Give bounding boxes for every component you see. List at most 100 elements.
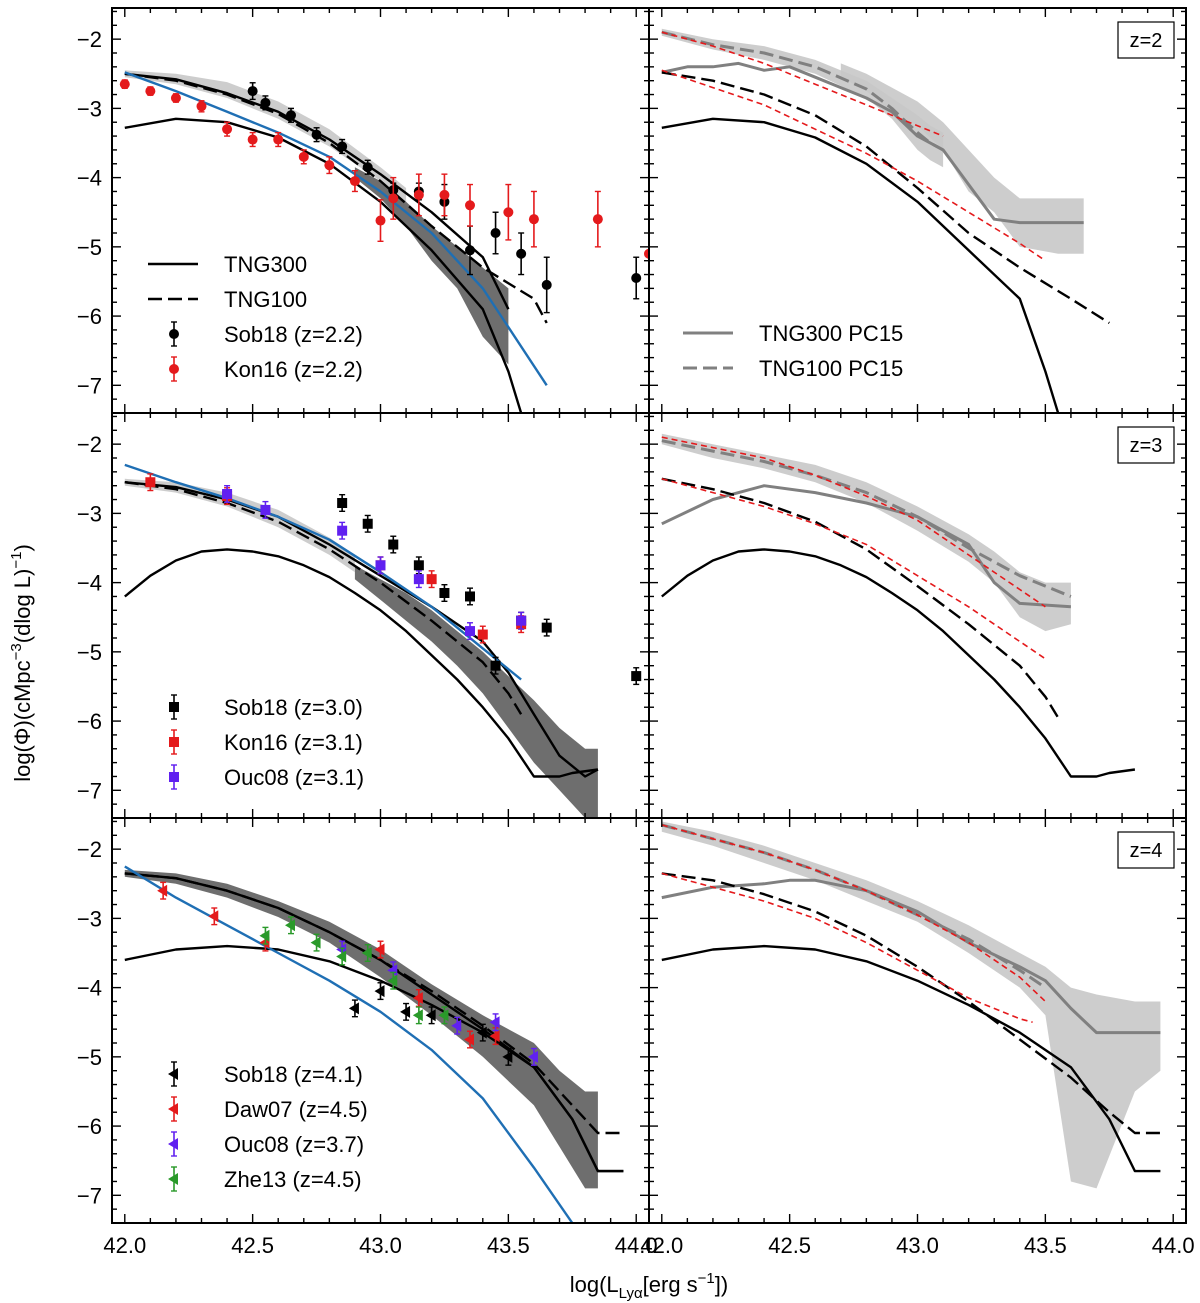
data-point: [412, 1009, 423, 1022]
series-line: [124, 548, 599, 778]
data-point: [476, 1026, 487, 1039]
redshift-label: z=4: [1130, 840, 1163, 862]
x-tick-label: 43.0: [359, 1233, 402, 1258]
legend-label: Zhe13 (z=4.5): [224, 1167, 362, 1192]
data-point: [465, 591, 475, 602]
legend-entry: TNG300: [148, 252, 307, 277]
data-point: [541, 622, 552, 633]
series-line: [661, 484, 1071, 609]
legend-marker: [169, 364, 179, 374]
data-point: [439, 588, 450, 598]
panel-z3-left: −7 −6 −5 −4 −3 −2 Sob18 (z=3.0) Kon16 (z=3.1) Ou…: [77, 412, 650, 819]
x-tick-label: 43.5: [487, 1233, 530, 1258]
y-tick-label: −7: [77, 373, 102, 398]
data-point: [477, 629, 488, 640]
data-point: [527, 1050, 538, 1063]
data-point: [337, 525, 348, 536]
data-point: [489, 1016, 500, 1029]
data-point: [412, 992, 423, 1004]
legend-label: Sob18 (z=2.2): [224, 322, 363, 347]
shaded-band: [124, 869, 598, 1189]
panel-z2-left: −7 −6 −5 −4 −3 −2 TNG300 TNG100 Sob18 (z=2.2) Kon…: [77, 7, 667, 414]
plot-area: [119, 70, 667, 413]
legend-entry: Sob18 (z=4.1): [168, 1061, 363, 1087]
panel-z4-left: −7 −6 −5 −4 −3 −2 42.0 42.5 43.0 43.5 44.0 Sob18 (z…: [77, 817, 658, 1258]
legend-entry: TNG300 PC15: [683, 321, 903, 346]
legend-label: Ouc08 (z=3.1): [224, 765, 364, 790]
shaded-band: [661, 821, 1161, 1189]
data-point: [657, 249, 667, 259]
data-point: [490, 228, 501, 238]
data-point: [400, 1005, 411, 1018]
data-point: [516, 248, 527, 259]
data-point: [336, 950, 347, 963]
data-point: [438, 1009, 449, 1022]
data-point: [439, 189, 450, 200]
shaded-band: [354, 565, 598, 818]
data-point: [311, 129, 322, 140]
y-tick-label: −2: [77, 27, 102, 52]
data-point: [170, 93, 181, 103]
legend-label: TNG100: [224, 287, 307, 312]
legend-entry: TNG100: [148, 287, 307, 312]
x-tick-label: 42.0: [103, 1233, 146, 1258]
y-tick-label: −5: [77, 640, 102, 665]
legend-entry: Kon16 (z=3.1): [169, 729, 363, 755]
legend-marker: [169, 772, 179, 782]
y-tick-label: −6: [77, 1114, 102, 1139]
shaded-band: [354, 167, 509, 365]
series-line: [124, 481, 523, 715]
y-tick-label: −2: [77, 432, 102, 457]
redshift-box: [1117, 831, 1175, 869]
shaded-band: [661, 433, 1071, 632]
data-point: [465, 245, 475, 256]
data-point: [413, 560, 424, 571]
data-point: [388, 539, 399, 550]
series-line: [661, 69, 1046, 262]
data-point: [375, 215, 386, 226]
legend-marker: [169, 702, 179, 712]
data-point: [503, 207, 514, 218]
data-point: [592, 214, 603, 225]
legend-label: Ouc08 (z=3.7): [224, 1132, 364, 1157]
series-line: [661, 478, 1046, 660]
data-point: [387, 974, 398, 987]
y-tick-label: −3: [77, 906, 102, 931]
x-tick-label: 42.0: [640, 1233, 683, 1258]
y-tick-label: −2: [77, 837, 102, 862]
data-point: [644, 248, 649, 259]
legend-label: Sob18 (z=4.1): [224, 1062, 363, 1087]
data-point: [222, 124, 233, 135]
data-point: [222, 489, 233, 499]
series-line: [661, 872, 1033, 1023]
data-point: [516, 615, 527, 626]
data-point: [465, 200, 475, 211]
plot-area: [124, 463, 642, 818]
legend-label: TNG300 PC15: [759, 321, 903, 346]
data-point: [208, 910, 219, 923]
legend-label: Daw07 (z=4.5): [224, 1097, 368, 1122]
y-tick-label: −6: [77, 709, 102, 734]
data-point: [196, 101, 207, 112]
x-tick-label: 42.5: [768, 1233, 811, 1258]
y-axis-label: log(Φ)(cMpc−3(dlog L)−1): [8, 544, 35, 782]
legend-marker: [169, 329, 179, 339]
shaded-band: [661, 28, 944, 168]
data-point: [489, 1030, 500, 1043]
data-point: [259, 929, 270, 942]
legend-marker: [168, 1103, 178, 1115]
data-point: [337, 141, 348, 152]
data-point: [451, 1019, 462, 1032]
series-line: [661, 30, 944, 152]
y-tick-label: −7: [77, 1183, 102, 1208]
redshift-box: [1117, 426, 1175, 464]
data-point: [387, 964, 398, 977]
data-point: [374, 985, 385, 998]
data-point: [388, 193, 399, 204]
series-line: [124, 872, 624, 1173]
plot-area: [124, 865, 624, 1223]
plot-area: [661, 433, 1136, 778]
series-line: [661, 477, 1060, 719]
redshift-box: [1117, 21, 1175, 59]
